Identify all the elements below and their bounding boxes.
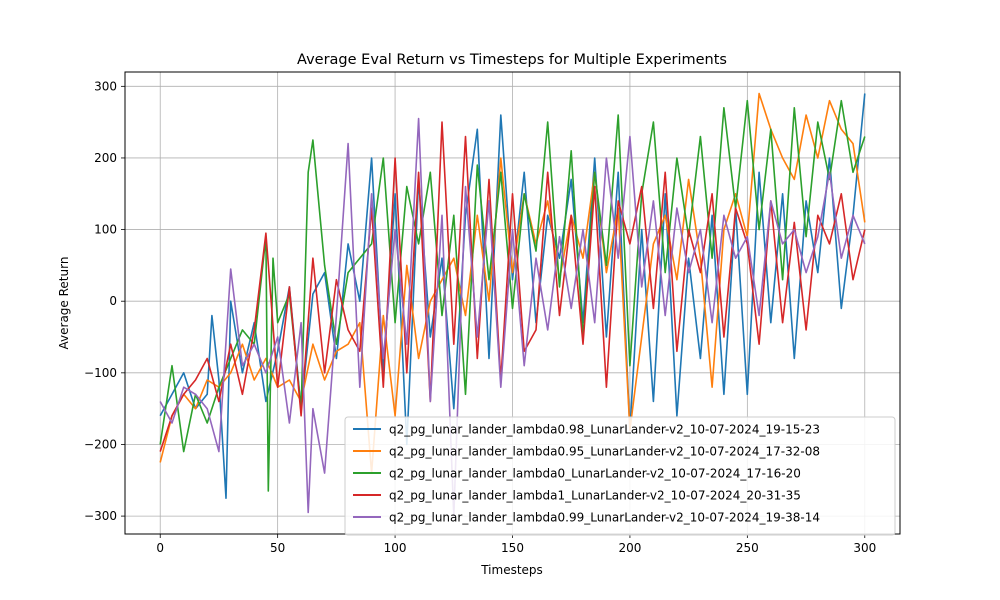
- y-axis: −300 −200 −100 0 100 200 300: [84, 79, 125, 523]
- legend-box: [344, 416, 896, 536]
- legend-label-3: q2_pg_lunar_lander_lambda1_LunarLander-v…: [389, 489, 801, 503]
- x-tick-label: 100: [384, 541, 407, 555]
- y-tick-label: −100: [84, 366, 117, 380]
- y-axis-label: Average Return: [57, 257, 71, 350]
- series-line-3: [159, 121, 866, 452]
- legend-label-1: q2_pg_lunar_lander_lambda0.95_LunarLande…: [389, 445, 820, 459]
- y-tick-label: 300: [94, 79, 117, 93]
- x-axis: 0 50 100 150 200 250 300: [156, 534, 876, 555]
- y-tick-label: −300: [84, 509, 117, 523]
- x-tick-label: 250: [736, 541, 759, 555]
- legend-label-0: q2_pg_lunar_lander_lambda0.98_LunarLande…: [389, 423, 820, 437]
- legend-label-2: q2_pg_lunar_lander_lambda0_LunarLander-v…: [389, 467, 801, 481]
- y-tick-label: 200: [94, 151, 117, 165]
- x-axis-label: Timesteps: [480, 563, 543, 577]
- x-tick-label: 50: [270, 541, 285, 555]
- series-line-2: [159, 99, 866, 492]
- x-tick-label: 200: [618, 541, 641, 555]
- x-tick-label: 0: [156, 541, 164, 555]
- series-line-4: [159, 117, 866, 517]
- series-line-0: [159, 93, 866, 500]
- y-tick-label: 0: [109, 294, 117, 308]
- x-tick-label: 300: [853, 541, 876, 555]
- y-tick-label: 100: [94, 223, 117, 237]
- series-layer: [159, 92, 866, 517]
- legend-label-4: q2_pg_lunar_lander_lambda0.99_LunarLande…: [389, 511, 820, 525]
- chart-title: Average Eval Return vs Timesteps for Mul…: [297, 52, 727, 68]
- x-tick-label: 150: [501, 541, 524, 555]
- y-tick-label: −200: [84, 437, 117, 451]
- legend: q2_pg_lunar_lander_lambda0.98_LunarLande…: [344, 416, 896, 536]
